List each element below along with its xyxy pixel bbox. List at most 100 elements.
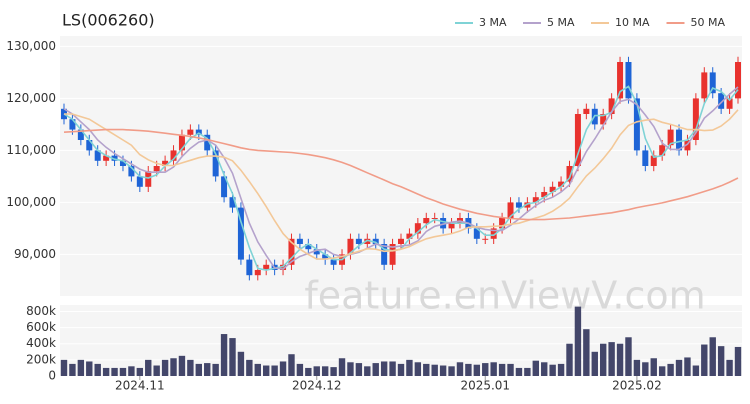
volume-bar — [254, 363, 261, 376]
volume-bar — [60, 359, 68, 376]
candle-body — [305, 244, 312, 250]
volume-bar — [566, 343, 573, 376]
volume-bar — [423, 363, 430, 376]
volume-bar — [734, 346, 742, 376]
volume-bar — [119, 367, 127, 376]
watermark: feature.enViewV.com — [304, 274, 705, 318]
volume-bar — [414, 362, 422, 376]
candle-body — [499, 218, 506, 229]
candle-body — [288, 238, 295, 265]
candle-body — [406, 233, 413, 239]
candle-body — [86, 140, 93, 151]
volume-bar — [321, 366, 329, 376]
volume-bar — [456, 362, 464, 376]
candle-body — [77, 129, 84, 140]
candle-body — [162, 160, 169, 166]
volume-bar — [507, 363, 514, 376]
candle-body — [136, 176, 143, 187]
volume-bar — [406, 359, 413, 376]
candle-body — [515, 202, 522, 208]
volume-bar — [675, 359, 683, 376]
volume-bar — [195, 363, 202, 376]
volume-bar — [338, 358, 346, 376]
candle-body — [178, 134, 185, 151]
candle-body — [187, 129, 194, 135]
volume-bar — [187, 359, 194, 376]
ma-line — [64, 109, 739, 260]
volume-bar — [532, 360, 539, 376]
volume-bar — [355, 363, 363, 376]
volume-bar — [296, 363, 304, 376]
legend-label: 10 MA — [615, 16, 650, 29]
candle-body — [372, 238, 379, 244]
volume-bar — [212, 363, 219, 376]
volume-bar — [431, 364, 438, 376]
candle-body — [280, 264, 287, 270]
y-tick-label: 600k — [26, 320, 56, 334]
volume-bar — [658, 366, 666, 376]
volume-bar — [482, 363, 489, 376]
candle-body — [608, 98, 615, 114]
candle-body — [414, 223, 421, 234]
volume-bar — [246, 359, 253, 376]
candle-body — [145, 171, 152, 187]
candle-body — [398, 238, 404, 244]
candle-body — [718, 93, 725, 109]
volume-bar — [557, 363, 565, 376]
volume-bar — [574, 306, 582, 376]
volume-bar — [541, 362, 548, 376]
volume-bar — [439, 365, 447, 376]
volume-bar — [667, 363, 674, 376]
x-tick-label: 2024.12 — [292, 379, 342, 393]
candle-body — [617, 62, 624, 99]
candle-body — [212, 150, 219, 177]
candle-body — [153, 166, 160, 172]
volume-bar — [642, 362, 649, 376]
volume-bar — [692, 365, 700, 376]
candle-body — [322, 254, 329, 260]
candle-body — [448, 223, 455, 229]
candle-body — [330, 259, 337, 265]
volume-bar — [102, 367, 110, 376]
volume-bar — [616, 343, 624, 376]
volume-bar — [271, 365, 278, 376]
candle-body — [128, 166, 135, 177]
candle-body — [549, 186, 556, 192]
candle-body — [482, 238, 489, 240]
volume-bar — [288, 354, 295, 376]
candle-body — [355, 238, 362, 244]
candle-body — [600, 114, 607, 125]
candle-body — [633, 98, 640, 151]
volume-bar — [128, 366, 135, 376]
candle-body — [659, 145, 666, 156]
y-tick-label: 120,000 — [6, 91, 56, 105]
candle-body — [625, 62, 632, 99]
volume-bar — [330, 367, 337, 376]
candle-body — [507, 202, 514, 218]
volume-bar — [347, 362, 354, 376]
volume-bar — [279, 361, 287, 376]
volume-bar — [498, 363, 506, 376]
volume-bar — [650, 358, 657, 376]
volume-bar — [591, 351, 598, 376]
candle-body — [431, 218, 438, 219]
candle-body — [490, 228, 497, 239]
y-tick-label: 110,000 — [6, 143, 56, 157]
candle-body — [381, 244, 388, 265]
volume-bar — [701, 344, 708, 376]
ma-line — [63, 86, 739, 270]
candle-body — [524, 202, 531, 208]
volume-bar — [473, 364, 481, 376]
volume-bar — [69, 363, 76, 376]
candle-body — [221, 176, 228, 198]
volume-bar — [145, 359, 152, 376]
candle-body — [69, 119, 76, 130]
y-tick-label: 90,000 — [14, 247, 56, 261]
candle-body — [119, 160, 126, 166]
candle-body — [583, 108, 590, 114]
candle-body — [313, 249, 320, 255]
volume-bar — [77, 359, 85, 376]
legend-label: 50 MA — [691, 16, 726, 29]
volume-bar — [389, 361, 396, 376]
